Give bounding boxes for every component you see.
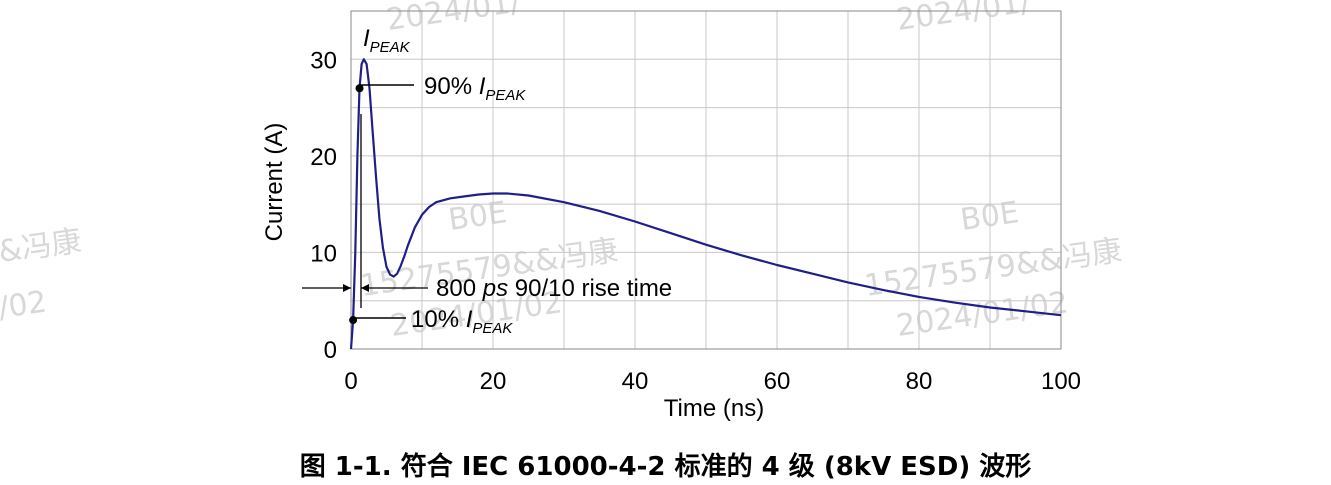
x-tick-labels: 0 20 40 60 80 100: [344, 368, 1081, 395]
annotations: IPEAK 90% IPEAK 800 ps 90/10 rise time 1…: [302, 25, 672, 337]
ten-i: I: [466, 306, 473, 333]
rise-value: 800: [436, 275, 483, 302]
peak-label-i: I: [363, 25, 370, 52]
watermark-text: B0E: [446, 195, 509, 238]
rise-time-label: 800 ps 90/10 rise time: [436, 275, 672, 302]
x-tick-label: 80: [906, 368, 933, 395]
x-tick-label: 40: [622, 368, 649, 395]
x-tick-label: 100: [1041, 368, 1081, 395]
x-axis-title: Time (ns): [664, 395, 764, 422]
series-layer: [349, 58, 1062, 350]
watermark-text: /02: [0, 285, 49, 326]
x-tick-label: 0: [344, 368, 357, 395]
plot-area: [350, 10, 1062, 350]
ninety-sub: PEAK: [485, 87, 526, 104]
rise-left-arrowhead: [343, 284, 351, 292]
x-tick-label: 20: [480, 368, 507, 395]
y-axis-title: Current (A): [261, 123, 288, 242]
figure-caption: 图 1-1. 符合 IEC 61000-4-2 标准的 4 级 (8kV ESD…: [299, 452, 1032, 482]
y-tick-label: 10: [310, 240, 337, 267]
y-tick-label: 20: [310, 144, 337, 171]
y-tick-labels: 0 10 20 30: [310, 47, 337, 364]
grid: [351, 11, 1061, 349]
watermark-text: 2024/01/: [894, 0, 1033, 38]
y-tick-label: 30: [310, 47, 337, 74]
ten-prefix: 10%: [411, 306, 466, 333]
rise-suffix: 90/10 rise time: [508, 275, 672, 302]
ninety-percent-point: [355, 84, 364, 93]
ninety-i: I: [479, 73, 486, 100]
peak-label-sub: PEAK: [370, 39, 411, 56]
x-tick-label: 60: [764, 368, 791, 395]
ninety-percent-label: 90% IPEAK: [424, 73, 526, 104]
rise-unit: ps: [482, 275, 508, 302]
ten-sub: PEAK: [472, 320, 513, 337]
watermark-text: 2024/01/: [384, 0, 523, 38]
rise-right-arrowhead: [361, 284, 369, 292]
ninety-prefix: 90%: [424, 73, 479, 100]
ten-percent-label: 10% IPEAK: [411, 306, 513, 337]
peak-label: IPEAK: [363, 25, 411, 56]
series-line: [349, 58, 1062, 350]
ten-percent-point: [349, 316, 358, 325]
y-tick-label: 0: [324, 337, 337, 364]
watermark-text: &冯康: [0, 224, 84, 270]
